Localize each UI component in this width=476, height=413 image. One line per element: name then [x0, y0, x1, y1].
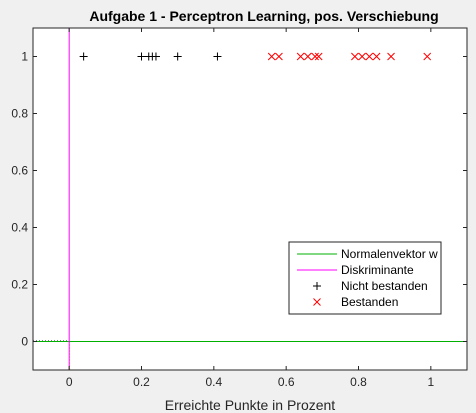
y-tick-label: 1: [21, 50, 28, 64]
y-tick-label: 0.4: [11, 221, 28, 235]
x-axis-label: Erreichte Punkte in Prozent: [165, 397, 336, 413]
x-tick-label: 0.4: [205, 375, 222, 389]
legend: Normalenvektor w Diskriminante Nicht besta…: [289, 242, 441, 314]
chart-title: Aufgabe 1 - Perceptron Learning, pos. Ve…: [89, 8, 438, 24]
y-tick-label: 0.8: [11, 107, 28, 121]
x-tick-label: 0.6: [278, 375, 295, 389]
y-tick-label: 0: [21, 335, 28, 349]
y-tick-label: 0.2: [11, 278, 28, 292]
x-tick-label: 0: [66, 375, 73, 389]
x-tick-label: 1: [427, 375, 434, 389]
legend-label: Diskriminante: [341, 263, 414, 277]
x-tick-label: 0.2: [133, 375, 150, 389]
x-tick-label: 0.8: [350, 375, 367, 389]
y-tick-label: 0.6: [11, 164, 28, 178]
legend-label: Nicht bestanden: [341, 279, 428, 293]
legend-label: Normalenvektor w: [341, 247, 438, 261]
plot-area: [33, 28, 467, 370]
legend-label: Bestanden: [341, 295, 398, 309]
